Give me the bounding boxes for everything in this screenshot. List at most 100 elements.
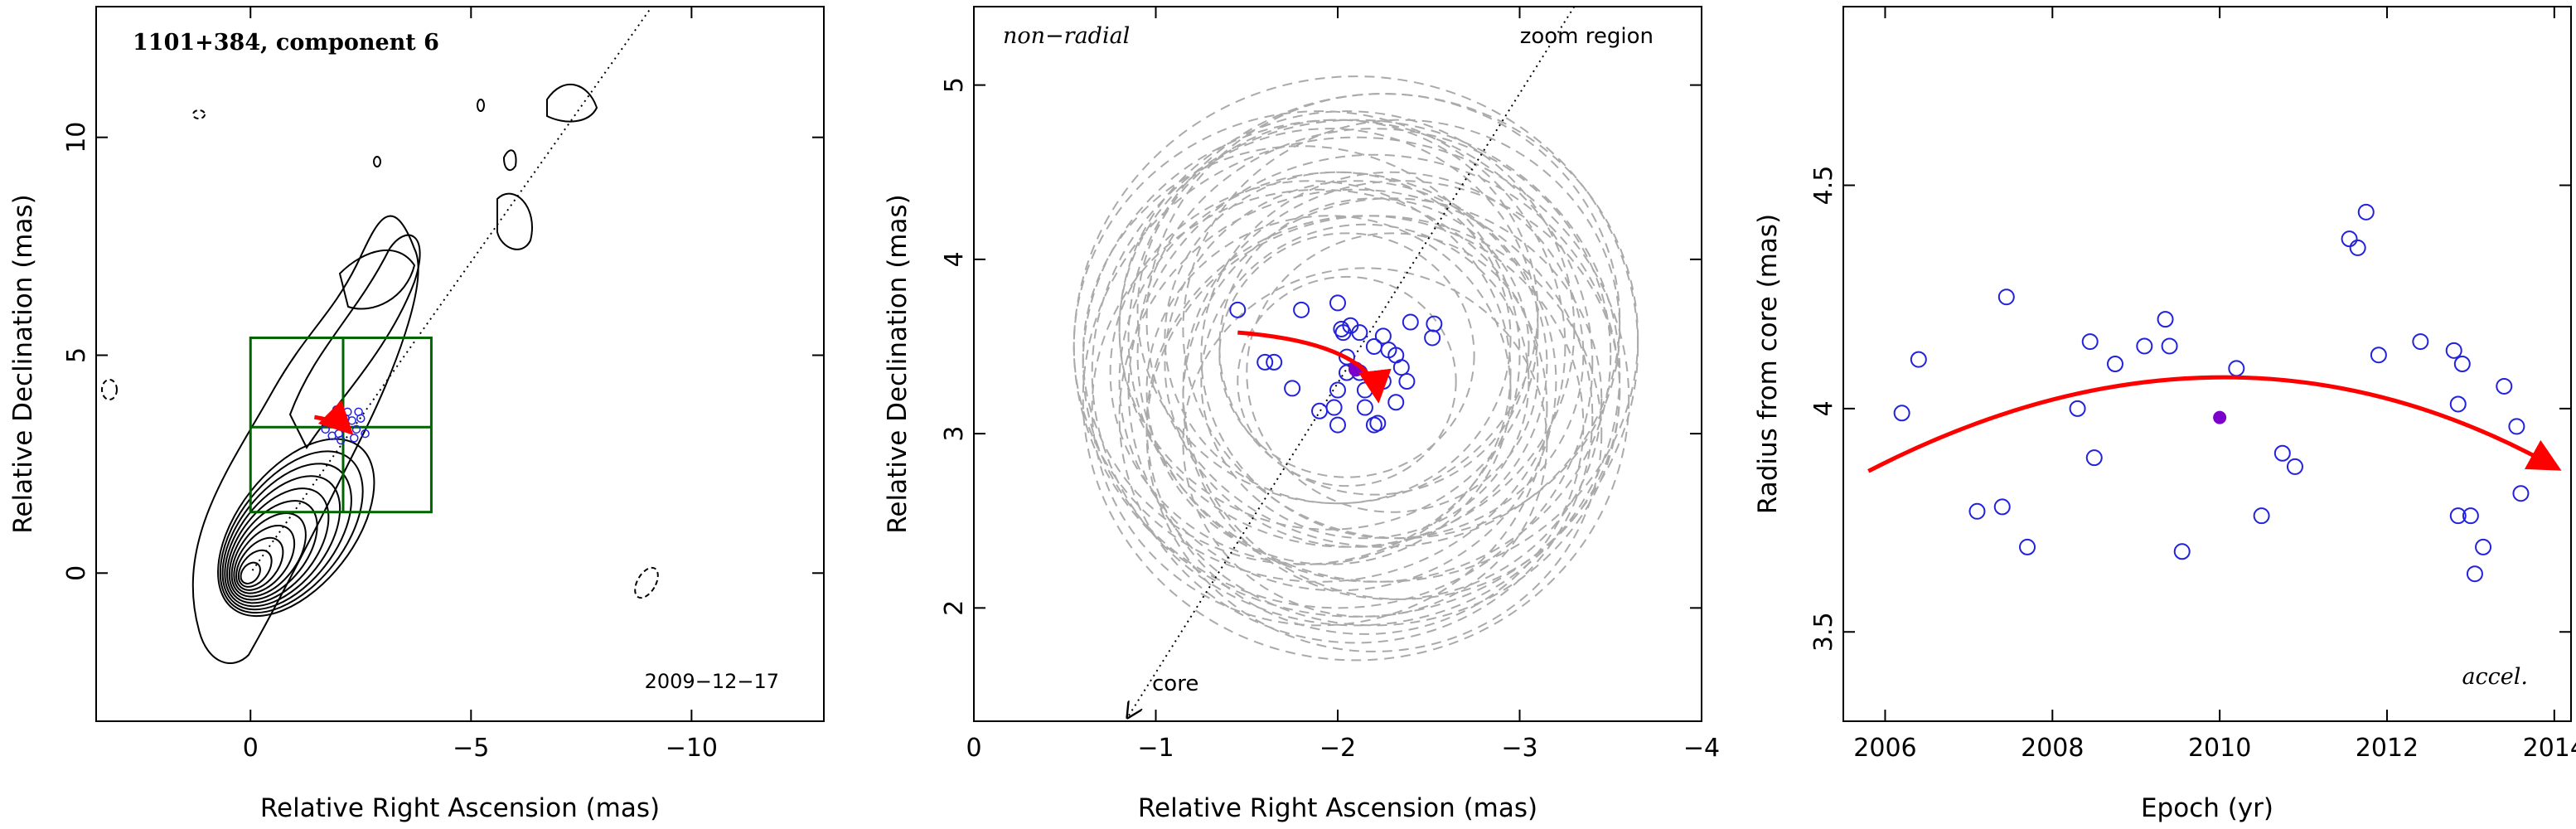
trajectory: [1237, 330, 1392, 404]
y-tick-label: 0: [62, 565, 91, 581]
component-point: [1402, 313, 1419, 331]
component-point: [1374, 373, 1392, 390]
uncertainty-circle: [1200, 171, 1585, 540]
uncertainty-circle: [1136, 128, 1612, 583]
contour-extended: [288, 234, 421, 449]
panel-2-label-core: core: [1152, 671, 1198, 696]
component-point: [354, 407, 363, 417]
component-point: [1333, 320, 1350, 337]
contour-extended: [191, 215, 419, 664]
component-point: [1229, 301, 1247, 318]
mean-point: [2213, 410, 2227, 424]
panel-1-x-label: Relative Right Ascension (mas): [260, 793, 660, 823]
panel-2-label-zoom-region: zoom region: [1520, 24, 1654, 49]
component-point: [1329, 294, 1346, 312]
component-point: [1329, 416, 1346, 434]
radius-point: [2253, 507, 2270, 525]
negative-contour: [101, 379, 118, 400]
x-tick-label: 0: [966, 734, 981, 763]
radius-point: [2512, 485, 2530, 502]
contour-level: [226, 487, 330, 604]
panel-1-title: 1101+384, component 6: [133, 30, 439, 56]
uncertainty-circle: [1246, 232, 1539, 513]
radius-point: [2136, 337, 2153, 355]
contour-island: [373, 156, 381, 167]
panel-1: 0 −5 −10 0 5 10 1101+384, component 6 2009−1…: [8, 6, 825, 823]
trajectory-arrow: [313, 400, 354, 435]
uncertainty-circles: [1073, 75, 1639, 662]
component-point: [1369, 414, 1387, 432]
radius-point: [2349, 239, 2366, 256]
uncertainty-circle: [1182, 267, 1548, 618]
panel-1-y-label: Relative Declination (mas): [8, 194, 38, 534]
radius-point: [2228, 360, 2245, 377]
component-point: [1266, 353, 1283, 371]
x-tick-label: 2012: [2356, 734, 2419, 763]
component-point: [1356, 381, 1373, 399]
contour-level: [237, 549, 273, 588]
negative-contour: [634, 566, 659, 599]
uncertainty-circle: [1118, 128, 1539, 531]
panel-3-label-accel: accel.: [2462, 664, 2528, 690]
uncertainty-circle: [1164, 180, 1548, 548]
component-point: [1325, 399, 1343, 416]
component-point: [1392, 359, 1410, 376]
radius-point: [2106, 356, 2123, 372]
uncertainty-circle: [1109, 180, 1512, 565]
panel-3-y-label: Radius from core (mas): [1753, 214, 1783, 514]
y-tick-label: 4.5: [1809, 166, 1838, 206]
uncertainty-circle: [1182, 197, 1603, 600]
component-point: [1374, 327, 1392, 345]
component-point: [1334, 324, 1352, 342]
uncertainty-circle: [1118, 110, 1576, 548]
contour-map: [101, 83, 659, 664]
contour-level: [233, 524, 296, 594]
contour-extended: [338, 250, 416, 310]
radius-point: [1893, 405, 1910, 422]
radius-point: [2462, 507, 2479, 525]
uncertainty-circle: [1145, 215, 1585, 635]
contour-level: [235, 536, 284, 591]
zoom-box-rect: [249, 336, 433, 514]
y-tick-label: 3.5: [1809, 612, 1838, 652]
radius-point: [2161, 337, 2178, 355]
y-tick-label: 5: [940, 77, 969, 93]
radius-point: [2449, 395, 2467, 413]
radius-point: [2085, 449, 2103, 467]
component-point: [1387, 394, 1405, 411]
x-tick-label: −4: [1683, 734, 1720, 763]
x-tick-label: −10: [666, 734, 718, 763]
panel-2-x-label: Relative Right Ascension (mas): [1138, 793, 1537, 823]
panel-2-label-nonradial: non−radial: [1003, 23, 1130, 49]
uncertainty-circle: [1218, 197, 1530, 496]
x-tick-label: 2014: [2523, 734, 2576, 763]
radius-point: [2357, 203, 2375, 221]
uncertainty-circle: [1118, 188, 1594, 644]
panel-3-x-axis: 2006 2008 2010 2012 2014: [1853, 7, 2576, 763]
contour-level: [217, 438, 375, 618]
contour-extended: [502, 149, 517, 172]
uncertainty-circle: [1237, 275, 1457, 487]
radius-point: [1993, 498, 2011, 516]
radius-point: [2341, 230, 2358, 248]
radius-point: [2069, 400, 2086, 417]
radius-point: [2466, 565, 2483, 583]
contour-level: [228, 500, 318, 601]
radius-point: [2449, 507, 2467, 525]
panel-2-y-label: Relative Declination (mas): [883, 194, 913, 534]
component-point: [361, 429, 370, 439]
radius-point: [2157, 311, 2174, 328]
component-point: [1257, 353, 1274, 371]
component-point: [350, 434, 359, 443]
component-point: [1351, 324, 1368, 342]
component-point: [1329, 381, 1346, 399]
component-point: [1424, 329, 1441, 347]
uncertainty-circle: [1218, 232, 1475, 478]
panel-3: 2006 2008 2010 2012 2014 3.5 4 4.5 accel. Epoc…: [1753, 6, 2576, 823]
uncertainty-circle: [1082, 119, 1594, 609]
negative-contour: [192, 109, 206, 119]
radius-point: [2508, 418, 2525, 435]
uncertainty-circle: [1091, 188, 1548, 627]
trajectory-arrow: [1237, 330, 1392, 404]
panel-1-y-axis: 0 5 10: [62, 122, 824, 581]
